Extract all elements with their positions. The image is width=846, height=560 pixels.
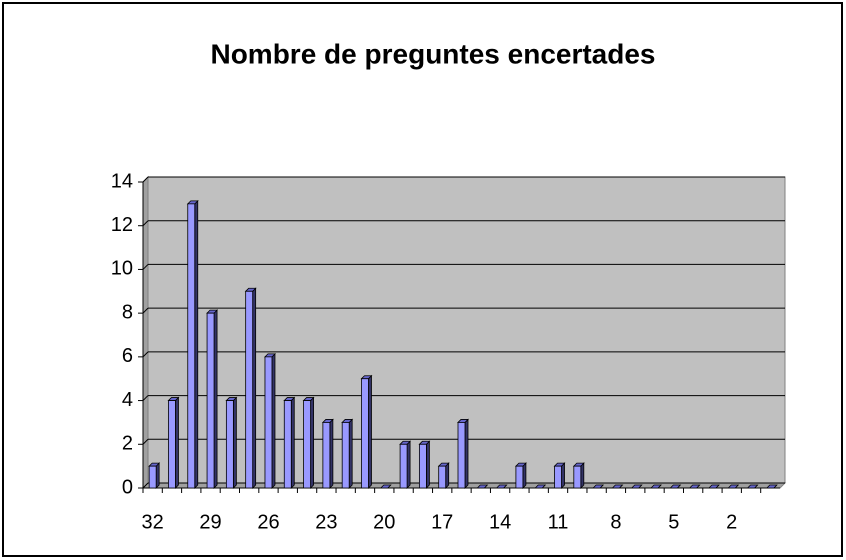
x-tick-label: 14	[489, 511, 511, 533]
bar-side	[368, 374, 372, 489]
y-tick-label: 8	[122, 301, 133, 323]
bar-side	[348, 418, 353, 489]
bar	[303, 400, 311, 489]
bar-top	[707, 484, 720, 489]
bar	[148, 465, 157, 489]
y-tick-label: 0	[122, 476, 133, 498]
y-tick-label: 14	[111, 170, 133, 192]
chart-title: Nombre de preguntes encertades	[210, 38, 655, 69]
bar-side	[406, 440, 411, 489]
x-tick-label: 2	[726, 511, 737, 533]
grid-line	[142, 438, 149, 445]
x-tick-label: 5	[668, 511, 679, 533]
x-tick-label: 32	[142, 511, 164, 533]
grid-line	[142, 482, 149, 489]
x-tick-label: 23	[315, 511, 337, 533]
bar-top	[592, 484, 605, 489]
bar-side	[580, 462, 585, 489]
bar-side	[329, 418, 334, 489]
bar	[245, 290, 254, 489]
bar-side	[561, 462, 565, 489]
bar	[515, 465, 524, 489]
bar	[187, 203, 196, 489]
bar-top	[765, 484, 778, 489]
y-tick-label: 10	[111, 258, 133, 280]
grid-line	[142, 264, 149, 270]
bar-side	[464, 418, 469, 489]
bar-side	[290, 396, 295, 489]
x-tick-label: 17	[431, 511, 453, 533]
bar	[283, 400, 292, 489]
bar-side	[445, 462, 450, 489]
bar	[438, 465, 447, 489]
bar-top	[611, 484, 624, 489]
bar-top	[669, 484, 682, 489]
bar-top	[727, 484, 740, 489]
bar-top	[379, 484, 392, 489]
bar-top	[495, 484, 508, 489]
grid-line	[142, 307, 149, 314]
bar	[573, 465, 582, 489]
bar-side	[310, 396, 314, 489]
bar-top	[630, 484, 643, 489]
bar	[341, 422, 350, 489]
x-tick-label: 11	[548, 511, 569, 533]
bar-side	[155, 462, 160, 489]
grid-line	[142, 395, 149, 401]
y-tick-label: 6	[122, 345, 133, 367]
bar-top	[534, 484, 547, 489]
bar-side	[425, 440, 430, 489]
x-tick-label: 26	[257, 511, 279, 533]
bar	[206, 312, 215, 489]
grid-line	[142, 351, 149, 358]
bar-side	[252, 287, 257, 489]
bar	[457, 422, 466, 489]
bar	[168, 400, 176, 489]
x-tick-label: 8	[610, 511, 621, 533]
x-tick-label: 20	[373, 511, 395, 533]
bar	[418, 443, 427, 489]
bar-side	[522, 462, 527, 489]
bar	[361, 378, 369, 489]
bar-top	[476, 484, 489, 489]
x-tick-label: 29	[199, 511, 221, 533]
grid-line	[142, 176, 149, 183]
bar-side	[232, 396, 237, 489]
bar	[322, 422, 331, 489]
bar-side	[213, 309, 218, 489]
bar	[264, 356, 273, 489]
bar-top	[746, 484, 759, 489]
y-tick-label: 12	[111, 214, 133, 236]
bar-side	[271, 352, 276, 489]
y-tick-label: 2	[122, 433, 133, 455]
bar	[399, 443, 408, 489]
bar-side	[194, 199, 199, 489]
bar-side	[175, 396, 179, 489]
bar-top	[688, 484, 701, 489]
bar-top	[650, 484, 662, 489]
grid-line	[142, 220, 149, 227]
bar	[225, 400, 234, 489]
bar	[554, 465, 562, 489]
y-tick-label: 4	[122, 389, 133, 411]
